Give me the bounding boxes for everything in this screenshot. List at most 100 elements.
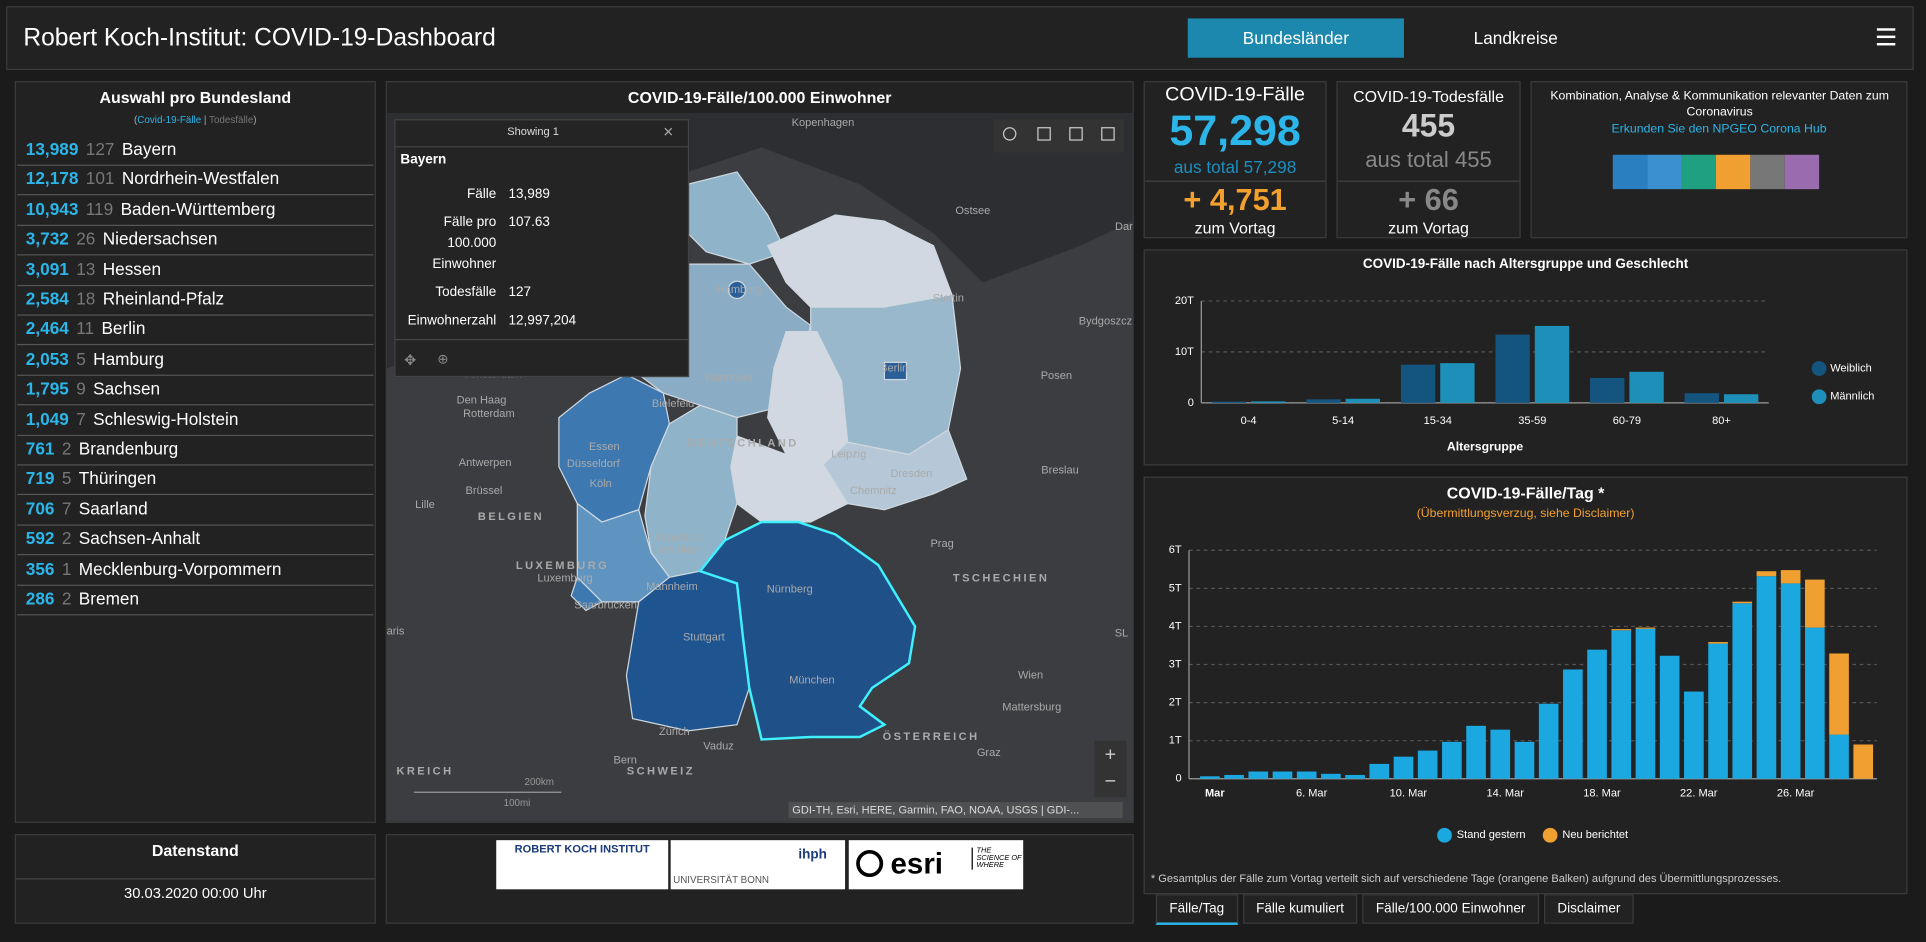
x-tick-label: 15-34: [1424, 415, 1452, 427]
basemap-icon[interactable]: [1101, 127, 1115, 141]
home-icon[interactable]: [1037, 127, 1051, 141]
map-label: Bydgoszcz: [1079, 316, 1132, 328]
esri-logo[interactable]: esri THE SCIENCE OF WHERE: [848, 840, 1024, 890]
tab[interactable]: Landkreise: [1473, 28, 1558, 48]
npgeo-link[interactable]: Erkunden Sie den NPGEO Corona Hub: [1611, 122, 1827, 137]
state-cases: 286: [25, 588, 55, 609]
map-label: Hamburg: [717, 284, 762, 296]
state-row[interactable]: 2,464 11 Berlin: [17, 315, 374, 346]
state-cases: 706: [25, 498, 55, 519]
state-area[interactable]: [687, 171, 787, 265]
state-row[interactable]: 13,989 127 Bayern: [17, 135, 374, 166]
pan-icon[interactable]: ✥: [404, 351, 417, 369]
state-deaths: 26: [76, 228, 96, 249]
zoom-icon[interactable]: ⊕: [437, 352, 449, 368]
state-row[interactable]: 3,091 13 Hessen: [17, 255, 374, 286]
state-row[interactable]: 719 5 Thüringen: [17, 465, 374, 496]
city-state[interactable]: [883, 361, 908, 381]
state-deaths: 11: [76, 318, 95, 339]
map-label: SCHWEIZ: [627, 765, 695, 777]
field-label: Todesfälle: [435, 284, 497, 300]
state-name: Brandenburg: [78, 438, 179, 459]
bar-segment: [1829, 734, 1849, 779]
map-label: Breslau: [1041, 464, 1078, 476]
state-row[interactable]: 1,049 7 Schleswig-Holstein: [17, 405, 374, 436]
map-label: ÖSTERREICH: [883, 730, 980, 743]
bar: [1211, 401, 1247, 403]
tab-active[interactable]: Bundesländer: [1187, 18, 1404, 58]
selected-state[interactable]: [698, 520, 917, 741]
state-deaths: 1: [61, 558, 72, 579]
map-label: aris: [387, 625, 405, 637]
rki-logo[interactable]: ROBERT KOCH INSTITUT: [496, 840, 669, 890]
state-deaths: 7: [76, 408, 86, 429]
card-value: 455: [1401, 106, 1456, 144]
legend-icon[interactable]: [1069, 127, 1083, 141]
card-delta: + 4,751: [1183, 183, 1287, 218]
zoom-control[interactable]: [1094, 740, 1127, 798]
deaths-card: COVID-19-Todesfälle 455 aus total 455 + …: [1336, 81, 1521, 239]
attribution-bg: [788, 802, 1123, 819]
state-row[interactable]: 592 2 Sachsen-Anhalt: [17, 525, 374, 556]
npgeo-icons[interactable]: [1612, 154, 1820, 190]
state-cases: 719: [25, 468, 55, 489]
state-row[interactable]: 286 2 Bremen: [17, 585, 374, 616]
bottom-tab[interactable]: Fälle/Tag: [1155, 894, 1238, 925]
bottom-tab[interactable]: Fälle kumuliert: [1242, 894, 1358, 924]
bar-segment: [1538, 703, 1559, 779]
age-chart: 0 10T 20T 0-4 5-14 15-34 35-59 60-79 80+ Altersgr…: [1175, 295, 1875, 453]
menu-icon[interactable]: [1876, 28, 1896, 46]
state-row[interactable]: 2,053 5 Hamburg: [17, 345, 374, 376]
bar-segment: [1756, 571, 1777, 577]
state-row[interactable]: 706 7 Saarland: [17, 495, 374, 526]
state-row[interactable]: 10,943 119 Baden-Württemberg: [17, 195, 374, 226]
card-title: COVID-19-Todesfälle: [1353, 87, 1504, 106]
city-state[interactable]: [727, 280, 747, 300]
state-area[interactable]: [570, 576, 603, 612]
bar: [1440, 363, 1475, 403]
datenstand-value: 30.03.2020 00:00 Uhr: [124, 884, 267, 902]
state-row[interactable]: 12,178 101 Nordrhein-Westfalen: [17, 165, 374, 196]
bottom-tab[interactable]: Fälle/100.000 Einwohner: [1362, 894, 1539, 924]
zoom-out[interactable]: −: [1105, 771, 1116, 793]
logos: ROBERT KOCH INSTITUT UNIVERSITÄT BONN ih…: [385, 834, 1134, 924]
map-label: Saarbrücken: [574, 599, 637, 611]
state-row[interactable]: 2,584 18 Rheinland-Pfalz: [17, 285, 374, 316]
popup[interactable]: Showing 1 × Bayern Fälle 13,989 Fälle pro …: [394, 119, 690, 378]
map-label: Bielefeld: [652, 398, 694, 410]
map-label: Dresden: [891, 468, 933, 480]
map-toolbar[interactable]: [993, 119, 1124, 153]
daily-chart: 0 1T 2T 3T 4T 5T 6T Mar 6. Mar 10. Mar 14. Mar 18. …: [1169, 544, 1877, 843]
state-cases: 2,464: [25, 318, 69, 339]
map-label: Prag: [930, 538, 953, 550]
map-label: LUXEMBURG: [516, 560, 609, 572]
card-total: aus total 57,298: [1173, 157, 1297, 177]
bonn-logo[interactable]: UNIVERSITÄT BONN ihph: [670, 840, 846, 890]
state-deaths: 119: [85, 198, 114, 219]
deaths-key[interactable]: Todesfälle: [209, 114, 254, 126]
header-title: Robert Koch-Institut: COVID-19-Dashboard: [23, 24, 496, 52]
scale-label: 200km: [524, 777, 553, 788]
cases-card: COVID-19-Fälle 57,298 aus total 57,298 +…: [1143, 81, 1327, 239]
popup-close[interactable]: ×: [663, 121, 674, 142]
zoom-in[interactable]: +: [1105, 744, 1116, 766]
bar-segment: [1805, 627, 1825, 779]
state-row[interactable]: 356 1 Mecklenburg-Vorpommern: [17, 555, 374, 586]
x-tick-label: 22. Mar: [1680, 787, 1718, 799]
bonn-text: UNIVERSITÄT BONN: [673, 874, 770, 886]
state-row[interactable]: 761 2 Brandenburg: [17, 435, 374, 466]
state-row[interactable]: 1,795 9 Sachsen: [17, 375, 374, 406]
map-label: Rotterdam: [463, 408, 515, 420]
bar-segment: [1321, 773, 1341, 779]
search-icon[interactable]: [1002, 127, 1017, 141]
footnote: * Gesamtplus der Fälle zum Vortag vertei…: [1150, 872, 1782, 885]
map-label: Zürich: [659, 726, 690, 738]
map-label: Posen: [1041, 370, 1072, 382]
state-row[interactable]: 3,732 26 Niedersachsen: [17, 225, 374, 256]
cases-key[interactable]: Covid-19-Fälle: [137, 114, 202, 126]
map-label: Bern: [614, 754, 637, 766]
field-value: 107.63: [508, 214, 550, 230]
bottom-tab[interactable]: Disclaimer: [1543, 894, 1634, 924]
x-tick-label: 35-59: [1518, 415, 1546, 427]
